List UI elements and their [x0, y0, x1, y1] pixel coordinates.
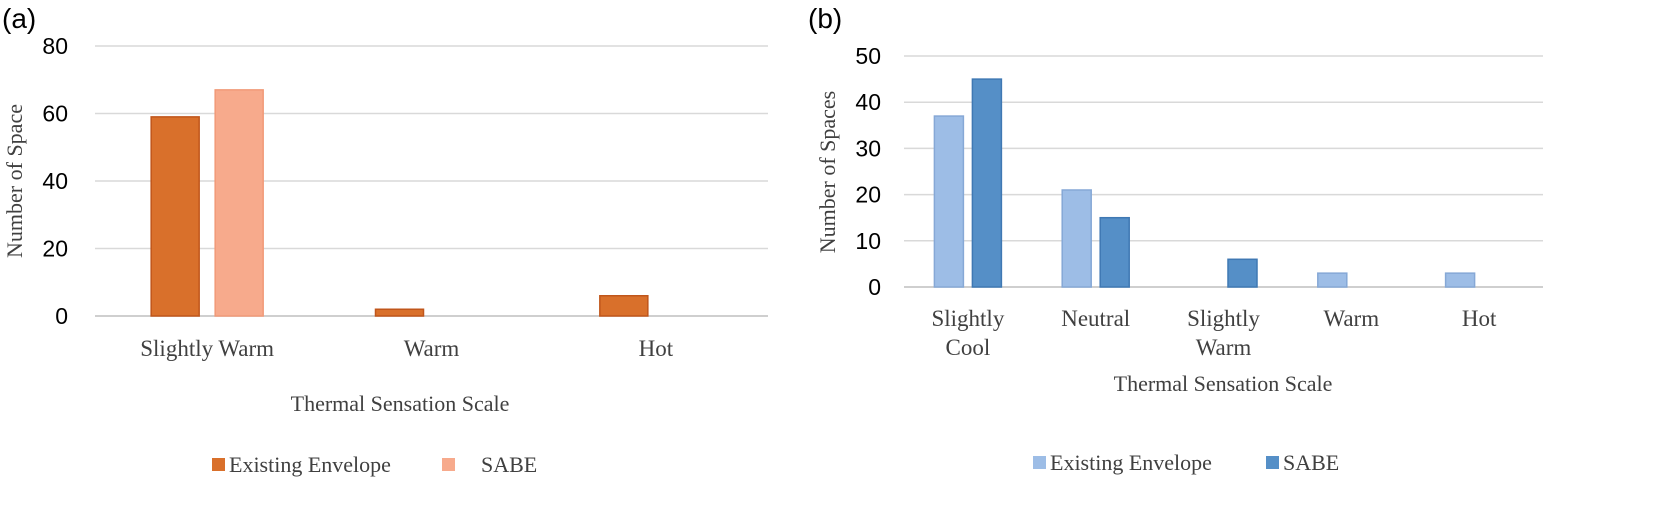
chart-b-bar [933, 115, 965, 288]
chart-a-ytick-label: 40 [42, 168, 68, 194]
chart-b-xtick-label: Cool [946, 335, 991, 360]
chart-b-legend-label: SABE [1283, 450, 1339, 475]
chart-b-ytick-label: 40 [855, 89, 881, 115]
chart-b-xtick-label: Slightly [1187, 306, 1260, 331]
chart-b-ytick-label: 20 [855, 182, 881, 208]
chart-b-panel-label: (b) [808, 3, 842, 34]
chart-b-ylabel: Number of Spaces [815, 91, 840, 254]
chart-a-bar [599, 295, 649, 317]
chart-a-bar [150, 116, 200, 317]
chart-b-legend-label: Existing Envelope [1050, 450, 1212, 475]
chart-b-bar [1317, 272, 1348, 288]
chart-b-xtick-label: Hot [1462, 306, 1497, 331]
chart-b-ytick-label: 30 [855, 135, 881, 161]
chart-b-xtick-label: Warm [1323, 306, 1379, 331]
chart-b-bar [1099, 216, 1130, 288]
chart-a-legend-swatch [212, 458, 225, 471]
chart-b-ytick-label: 0 [868, 274, 881, 300]
chart-b-xtick-label: Slightly [931, 306, 1004, 331]
chart-a-legend-label: Existing Envelope [229, 452, 391, 477]
chart-a-ytick-label: 0 [55, 303, 68, 329]
chart-b-xtick-label: Warm [1196, 335, 1252, 360]
chart-a-ytick-label: 80 [42, 33, 68, 59]
chart-b-bar [1444, 272, 1476, 288]
chart-b-xlabel: Thermal Sensation Scale [1114, 371, 1333, 396]
chart-b-legend-swatch [1033, 456, 1046, 469]
chart-a-panel-label: (a) [2, 3, 36, 34]
chart-a-xtick-label: Warm [404, 336, 460, 361]
chart-a-xlabel: Thermal Sensation Scale [291, 391, 510, 416]
chart-a-bar [214, 89, 264, 317]
chart-a-xtick-label: Hot [639, 336, 674, 361]
chart-b-legend-swatch [1266, 456, 1279, 469]
chart-b-ytick-label: 10 [855, 228, 881, 254]
chart-a-ylabel: Number of Space [2, 104, 27, 258]
chart-a-legend-label: SABE [481, 452, 537, 477]
chart-b-bar [1227, 258, 1258, 288]
chart-b-ytick-label: 50 [855, 43, 881, 69]
chart-a-legend-swatch [442, 458, 455, 471]
chart-a-xtick-label: Slightly Warm [140, 336, 274, 361]
chart-a-bar [374, 308, 425, 317]
chart-b-xtick-label: Neutral [1061, 306, 1130, 331]
chart-a-ytick-label: 20 [42, 236, 68, 262]
chart-a-ytick-label: 60 [42, 101, 68, 127]
chart-b-bar [971, 78, 1003, 288]
chart-b-bar [1061, 189, 1092, 288]
